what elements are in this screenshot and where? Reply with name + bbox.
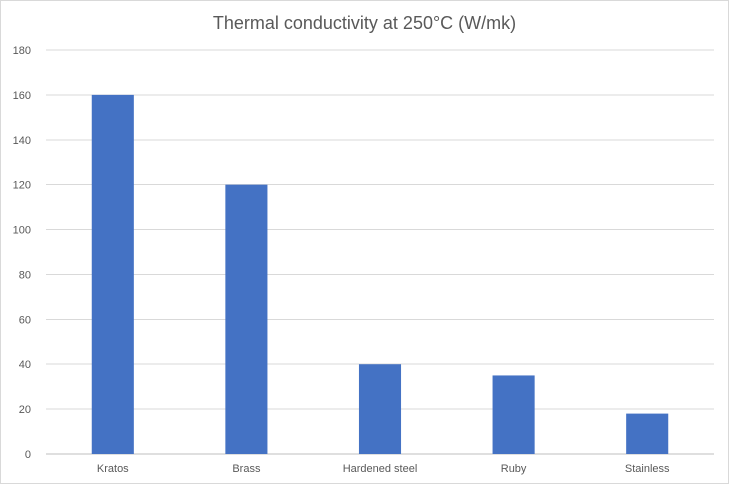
y-tick-label: 100 [13, 225, 31, 237]
bar-brass [225, 184, 268, 454]
y-tick-label: 60 [19, 314, 31, 326]
x-tick-label: Hardened steel [343, 463, 418, 475]
x-tick-label: Stainless [625, 463, 670, 475]
y-tick-label: 160 [13, 90, 31, 102]
bar-kratos [91, 94, 134, 454]
bar-stainless [626, 413, 669, 454]
y-tick-label: 20 [19, 404, 31, 416]
y-tick-label: 80 [19, 269, 31, 281]
bar-ruby [492, 375, 535, 454]
y-tick-label: 40 [19, 359, 31, 371]
x-tick-label: Ruby [501, 463, 527, 475]
x-tick-label: Kratos [97, 463, 129, 475]
bar-hardened-steel [358, 364, 402, 454]
x-tick-label: Brass [232, 463, 261, 475]
y-tick-label: 120 [13, 180, 31, 192]
y-tick-label: 140 [13, 135, 31, 147]
y-tick-label: 0 [25, 449, 31, 461]
chart-title: Thermal conductivity at 250°C (W/mk) [212, 13, 517, 33]
y-tick-label: 180 [13, 45, 31, 57]
